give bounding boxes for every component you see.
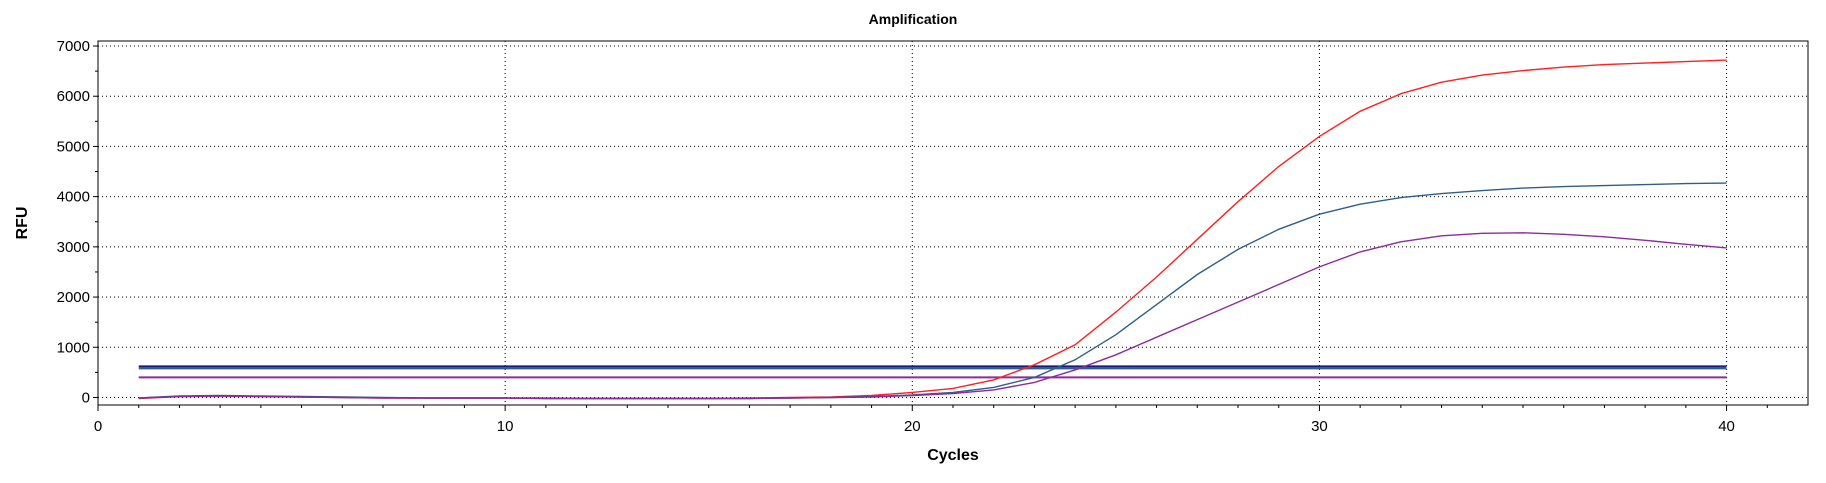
y-axis-label: RFU — [14, 207, 31, 240]
plot-area — [97, 40, 1809, 406]
y-tick-label: 0 — [82, 389, 90, 406]
x-tick-label: 40 — [1718, 418, 1735, 435]
grid-layer — [98, 41, 1808, 405]
x-tick-label: 10 — [497, 418, 514, 435]
y-tick-label: 6000 — [57, 88, 90, 105]
chart-title: Amplification — [869, 11, 958, 27]
y-tick-label: 4000 — [57, 189, 90, 206]
y-tick-label: 3000 — [57, 239, 90, 256]
y-tick-label: 7000 — [57, 38, 90, 55]
series-layer — [138, 59, 1727, 400]
amplification-curve-3 — [138, 232, 1727, 400]
y-tick-label: 2000 — [57, 289, 90, 306]
x-axis-label: Cycles — [927, 447, 979, 464]
y-tick-label: 5000 — [57, 138, 90, 155]
tick-layer: 0 1000 2000 3000 4000 5000 6000 7000 0 10 20 30 40 — [57, 38, 1768, 435]
x-tick-label: 30 — [1311, 418, 1328, 435]
threshold-layer — [138, 365, 1727, 379]
y-tick-label: 1000 — [57, 339, 90, 356]
x-tick-label: 20 — [904, 418, 921, 435]
x-tick-label: 0 — [94, 418, 102, 435]
